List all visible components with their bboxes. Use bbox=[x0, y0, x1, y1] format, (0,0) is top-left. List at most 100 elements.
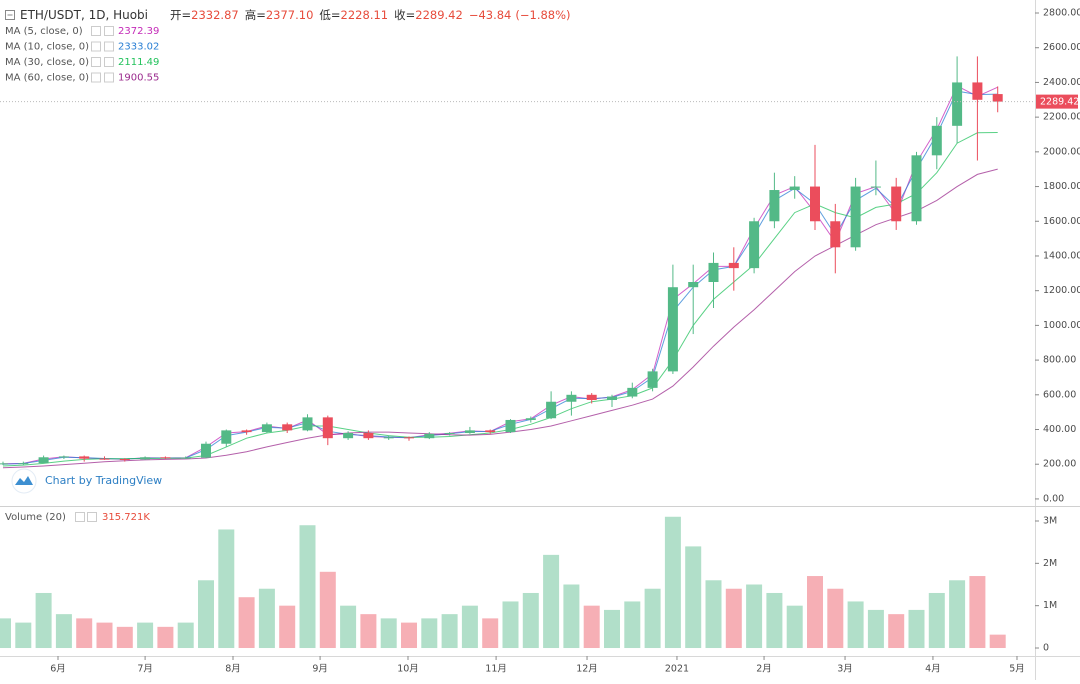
settings-icon[interactable] bbox=[75, 512, 85, 522]
settings-icon[interactable] bbox=[91, 57, 101, 67]
candle-body bbox=[810, 186, 820, 222]
y-tick-label: 1000.00 bbox=[1043, 320, 1080, 331]
settings-icon[interactable] bbox=[91, 72, 101, 83]
volume-bar bbox=[238, 597, 255, 649]
candle-body bbox=[383, 437, 394, 439]
candle-body bbox=[952, 82, 963, 126]
y-tick-label: 400.00 bbox=[1043, 424, 1076, 435]
candle-body bbox=[607, 396, 617, 401]
y-tick-label: 1400.00 bbox=[1043, 250, 1080, 261]
volume-bar bbox=[96, 622, 113, 649]
candle-body bbox=[424, 433, 435, 439]
watermark: Chart by TradingView bbox=[11, 468, 162, 494]
last-price-label: 2289.42 bbox=[1040, 97, 1079, 108]
volume-bar bbox=[441, 614, 458, 649]
volume-bar bbox=[76, 618, 93, 649]
ma-value: 2372.39 bbox=[118, 26, 159, 37]
ma-name: MA (30, close, 0) bbox=[5, 57, 89, 68]
y-tick-label: 0.00 bbox=[1043, 493, 1064, 504]
ohlc-value: 2377.10 bbox=[266, 8, 314, 22]
y-tick-label: 200.00 bbox=[1043, 459, 1076, 470]
ohlc-name: 高= bbox=[245, 8, 266, 22]
volume-bar bbox=[380, 618, 397, 649]
candle-body bbox=[18, 463, 29, 465]
remove-icon[interactable] bbox=[104, 41, 114, 52]
candle-body bbox=[58, 456, 69, 458]
volume-bar bbox=[340, 605, 357, 649]
x-tick-label: 7月 bbox=[137, 664, 153, 675]
candle-body bbox=[201, 443, 211, 458]
watermark-logo bbox=[15, 476, 33, 485]
candle-body bbox=[404, 437, 414, 439]
ohlc-name: 低= bbox=[319, 8, 340, 22]
volume-bar bbox=[157, 626, 174, 649]
x-tick-label: 11月 bbox=[485, 664, 507, 675]
collapse-icon[interactable] bbox=[5, 10, 15, 20]
volume-bar bbox=[786, 605, 803, 649]
ma-line bbox=[2, 168, 998, 469]
volume-bar bbox=[685, 546, 702, 649]
y-tick-label: 3M bbox=[1043, 515, 1057, 526]
volume-bar bbox=[218, 529, 235, 649]
y-tick-label: 600.00 bbox=[1043, 389, 1076, 400]
y-tick-label: 1M bbox=[1043, 600, 1057, 611]
plot: 0.00 200.00 400.00 600.00 800.00 1000.00 1200.… bbox=[0, 8, 1080, 675]
volume-bar bbox=[177, 622, 194, 649]
y-tick-label: 2800.00 bbox=[1043, 8, 1080, 19]
candle-body bbox=[464, 430, 475, 433]
candle-body bbox=[647, 371, 658, 388]
remove-icon[interactable] bbox=[104, 57, 114, 67]
settings-icon[interactable] bbox=[91, 41, 101, 52]
y-tick-label: 2600.00 bbox=[1043, 42, 1080, 53]
ma-name: MA (5, close, 0) bbox=[5, 26, 83, 37]
ohlc-name: 开= bbox=[170, 8, 191, 22]
x-tick-label: 10月 bbox=[397, 664, 419, 675]
volume-bar bbox=[888, 614, 905, 649]
volume-bar bbox=[543, 554, 560, 649]
volume-bar bbox=[969, 576, 986, 649]
candle-body bbox=[282, 424, 293, 431]
candle-body bbox=[789, 186, 800, 191]
volume-bar bbox=[908, 609, 925, 649]
candle-body bbox=[79, 456, 90, 459]
candle-body bbox=[160, 457, 171, 459]
ma-legend: MA (5, close, 0) 2372.39 MA (10, close, 0)… bbox=[5, 26, 159, 84]
candle-body bbox=[891, 186, 902, 222]
ohlc-value: 2332.87 bbox=[191, 8, 239, 22]
y-tick-label: 2200.00 bbox=[1043, 112, 1080, 123]
y-tick-label: 0 bbox=[1043, 643, 1049, 654]
settings-icon[interactable] bbox=[91, 26, 101, 36]
candle-body bbox=[119, 459, 130, 461]
candle-body bbox=[180, 457, 191, 459]
volume-bar bbox=[928, 592, 945, 649]
candle-body bbox=[749, 221, 760, 269]
volume-bar bbox=[705, 580, 722, 649]
x-tick-label: 5月 bbox=[1009, 664, 1025, 675]
candle-body bbox=[241, 430, 252, 433]
volume-bar bbox=[522, 592, 539, 649]
volume-bar bbox=[279, 605, 296, 649]
x-tick-label: 4月 bbox=[925, 664, 941, 675]
remove-icon[interactable] bbox=[104, 72, 114, 83]
candle-body bbox=[566, 394, 577, 402]
ohlc-value: 2289.42 bbox=[415, 8, 463, 22]
volume-bar bbox=[461, 605, 478, 649]
candle-body bbox=[911, 155, 922, 222]
volume-bar bbox=[502, 601, 519, 649]
volume-bar bbox=[766, 592, 783, 649]
volume-bar bbox=[827, 588, 844, 649]
x-tick-label: 2月 bbox=[756, 664, 772, 675]
x-tick-label: 8月 bbox=[225, 664, 241, 675]
ma-value: 1900.55 bbox=[118, 73, 159, 84]
candle-body bbox=[505, 419, 516, 433]
remove-icon[interactable] bbox=[104, 26, 114, 36]
symbol-title: ETH/USDT, 1D, Huobi bbox=[20, 8, 148, 22]
change-value: −43.84 bbox=[469, 8, 512, 22]
y-tick-label: 2M bbox=[1043, 558, 1057, 569]
volume-bar bbox=[482, 618, 499, 649]
remove-icon[interactable] bbox=[87, 512, 97, 522]
volume-bar bbox=[664, 516, 681, 649]
ohlc-legend: 开= 2332.87 高= 2377.10 低= 2228.11 收= 2289.42 −43.… bbox=[170, 8, 571, 22]
y-tick-label: 1800.00 bbox=[1043, 181, 1080, 192]
